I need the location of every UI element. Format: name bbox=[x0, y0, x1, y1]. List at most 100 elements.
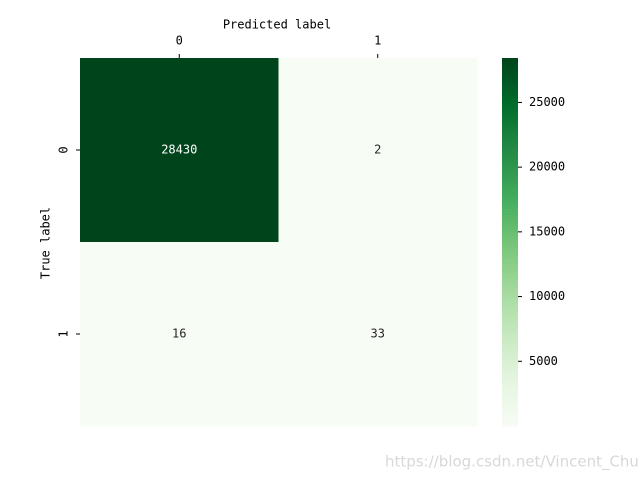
colorbar-segment bbox=[502, 288, 518, 292]
colorbar-segment bbox=[502, 422, 518, 427]
colorbar-segment bbox=[502, 223, 518, 228]
colorbar-segment bbox=[502, 64, 518, 68]
colorbar-segment bbox=[502, 312, 518, 317]
colorbar-segment bbox=[502, 183, 518, 188]
x-tick-label: 0 bbox=[176, 34, 183, 48]
colorbar-segment bbox=[502, 294, 518, 298]
colorbar-segment bbox=[502, 76, 518, 80]
watermark: https://blog.csdn.net/Vincent_Chu bbox=[385, 453, 639, 472]
colorbar-segment bbox=[502, 242, 518, 246]
colorbar-segment bbox=[502, 254, 518, 258]
colorbar-segment bbox=[502, 260, 518, 264]
colorbar-segment bbox=[502, 110, 518, 114]
colorbar-tick-label: 20000 bbox=[529, 160, 565, 174]
colorbar-segment bbox=[502, 58, 518, 62]
colorbar-tick-label: 5000 bbox=[529, 354, 558, 368]
x-tick-label: 1 bbox=[374, 34, 381, 48]
colorbar-segment bbox=[502, 217, 518, 222]
colorbar-segment bbox=[502, 355, 518, 360]
cell-label: 2 bbox=[374, 143, 381, 157]
colorbar-segment bbox=[502, 125, 518, 130]
colorbar-segment bbox=[502, 321, 518, 326]
colorbar-segment bbox=[502, 174, 518, 179]
colorbar-segment bbox=[502, 278, 518, 283]
colorbar-segment bbox=[502, 263, 518, 268]
colorbar-segment bbox=[502, 186, 518, 191]
colorbar-segment bbox=[502, 352, 518, 356]
y-tick-label: 1 bbox=[57, 330, 71, 337]
colorbar-segment bbox=[502, 137, 518, 142]
colorbar-segment bbox=[502, 407, 518, 412]
colorbar-segment bbox=[502, 100, 518, 105]
colorbar-segment bbox=[502, 171, 518, 176]
colorbar-segment bbox=[502, 404, 518, 409]
colorbar-segment bbox=[502, 232, 518, 237]
colorbar-segment bbox=[502, 165, 518, 169]
colorbar-segment bbox=[502, 196, 518, 200]
colorbar-segment bbox=[502, 334, 518, 338]
colorbar-segment bbox=[502, 162, 518, 166]
heatmap-cell bbox=[278, 58, 478, 243]
colorbar-segment bbox=[502, 97, 518, 102]
colorbar-segment bbox=[502, 205, 518, 209]
colorbar-segment bbox=[502, 214, 518, 218]
colorbar-segment bbox=[502, 177, 518, 182]
colorbar-segment bbox=[502, 413, 518, 418]
cell-label: 16 bbox=[172, 327, 186, 341]
colorbar-segment bbox=[502, 143, 518, 148]
colorbar-segment bbox=[502, 327, 518, 332]
colorbar-segment bbox=[502, 266, 518, 271]
colorbar-segment bbox=[502, 370, 518, 375]
colorbar-segment bbox=[502, 297, 518, 301]
colorbar-segment bbox=[502, 119, 518, 123]
colorbar-segment bbox=[502, 392, 518, 396]
colorbar-segment bbox=[502, 364, 518, 369]
colorbar-segment bbox=[502, 401, 518, 406]
colorbar-segment bbox=[502, 61, 518, 65]
colorbar-segment bbox=[502, 346, 518, 350]
colorbar-segment bbox=[502, 349, 518, 353]
x-axis-label: Predicted label bbox=[223, 18, 331, 32]
colorbar-segment bbox=[502, 303, 518, 307]
colorbar-segment bbox=[502, 189, 518, 194]
colorbar-segment bbox=[502, 116, 518, 120]
colorbar-segment bbox=[502, 211, 518, 215]
colorbar-segment bbox=[502, 398, 518, 402]
colorbar-segment bbox=[502, 361, 518, 366]
colorbar-segment bbox=[502, 291, 518, 295]
colorbar-segment bbox=[502, 208, 518, 212]
colorbar-segment bbox=[502, 199, 518, 203]
y-axis-label: True label bbox=[39, 207, 53, 279]
colorbar-segment bbox=[502, 410, 518, 415]
colorbar-segment bbox=[502, 91, 518, 96]
colorbar-segment bbox=[502, 337, 518, 341]
heatmap-cell bbox=[80, 242, 279, 427]
colorbar-segment bbox=[502, 153, 518, 157]
colorbar-segment bbox=[502, 226, 518, 231]
colorbar-segment bbox=[502, 324, 518, 329]
cell-label: 28430 bbox=[161, 143, 197, 157]
colorbar-tick-label: 15000 bbox=[529, 224, 565, 238]
colorbar-segment bbox=[502, 358, 518, 363]
colorbar-segment bbox=[502, 373, 518, 378]
colorbar-segment bbox=[502, 94, 518, 99]
colorbar-segment bbox=[502, 376, 518, 381]
colorbar-segment bbox=[502, 159, 518, 163]
colorbar-segment bbox=[502, 113, 518, 117]
colorbar-segment bbox=[502, 146, 518, 151]
colorbar-segment bbox=[502, 383, 518, 387]
colorbar-segment bbox=[502, 275, 518, 280]
colorbar-segment bbox=[502, 367, 518, 372]
colorbar-segment bbox=[502, 245, 518, 249]
colorbar-segment bbox=[502, 67, 518, 71]
colorbar-segment bbox=[502, 318, 518, 323]
colorbar-segment bbox=[502, 79, 518, 84]
colorbar-segment bbox=[502, 192, 518, 197]
colorbar-segment bbox=[502, 269, 518, 274]
colorbar-segment bbox=[502, 257, 518, 261]
y-tick-label: 0 bbox=[57, 146, 71, 153]
colorbar-segment bbox=[502, 88, 518, 93]
colorbar-segment bbox=[502, 202, 518, 206]
heatmap-cell bbox=[278, 242, 478, 427]
colorbar-segment bbox=[502, 386, 518, 390]
